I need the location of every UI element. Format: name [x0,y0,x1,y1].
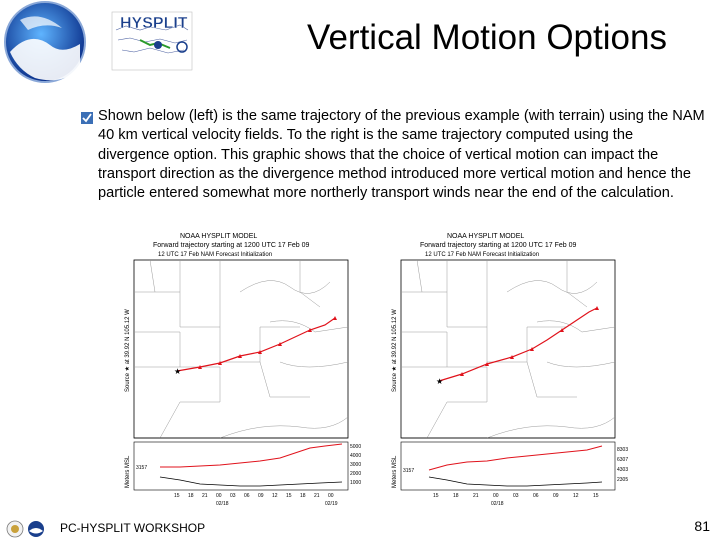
fig-subtitle: 12 UTC 17 Feb NAM Forecast Initializatio… [158,252,272,258]
footer-logos [6,520,52,538]
start-height: 3157 [136,465,147,471]
x-tick: 03 [230,493,236,499]
x-tick: 18 [188,493,194,499]
fig-model-label: NOAA HYSPLIT MODEL [180,233,257,240]
map-frame [133,259,349,439]
x-tick: 00 [216,493,222,499]
time-ticks: 15 18 21 00 03 06 09 12 15 18 21 00 02/1… [174,493,338,507]
trajectory-figure-right: NOAA HYSPLIT MODEL Forward trajectory st… [387,232,653,510]
x-tick: 18 [300,493,306,499]
x-tick: 18 [453,493,459,499]
y-tick: 3000 [350,462,361,468]
start-height: 3157 [403,468,414,474]
trajectory-line [176,317,336,372]
y-tick: 4303 [617,467,628,473]
height-profile [160,443,343,468]
x-tick: 15 [433,493,439,499]
source-star-icon: ★ [436,377,443,386]
date-label: 02/18 [491,501,504,507]
x-tick: 09 [553,493,559,499]
footer-text: PC-HYSPLIT WORKSHOP [60,521,206,535]
height-ylabel: Meters MSL [125,455,131,488]
fig-title: Forward trajectory starting at 1200 UTC … [153,242,310,249]
source-label: Source ★ at 39.92 N 105.12 W [124,309,131,392]
x-tick: 15 [174,493,180,499]
x-tick: 00 [328,493,334,499]
fig-subtitle: 12 UTC 17 Feb NAM Forecast Initializatio… [425,252,539,258]
y-tick: 4000 [350,453,361,459]
height-panel [133,441,349,491]
page-number: 81 [694,518,710,534]
body-paragraph: Shown below (left) is the same trajector… [98,108,705,202]
x-tick: 12 [573,493,579,499]
x-tick: 21 [314,493,320,499]
logo-text: HYSPLIT [120,15,188,32]
y-tick: 6307 [617,457,628,463]
x-tick: 00 [493,493,499,499]
date-label: 02/19 [325,501,338,507]
x-tick: 06 [244,493,250,499]
fig-title: Forward trajectory starting at 1200 UTC … [420,242,577,249]
x-tick: 15 [286,493,292,499]
page-title: Vertical Motion Options [307,18,667,57]
map-frame [400,259,616,439]
time-ticks: 15 18 21 00 03 06 09 12 15 02/18 [433,493,599,507]
map-boundaries [134,259,349,439]
date-label: 02/18 [216,501,229,507]
height-panel [400,441,616,491]
hysplit-logo: HYSPLIT [0,0,205,95]
height-ylabel: Meters MSL [392,455,398,488]
y-tick: 5000 [350,444,361,450]
trajectory-line [438,307,598,382]
x-tick: 03 [513,493,519,499]
y-tick: 2305 [617,477,628,483]
y-tick: 2000 [350,471,361,477]
x-tick: 15 [593,493,599,499]
trajectory-markers [460,306,599,376]
y-tick: 8303 [617,447,628,453]
source-star-icon: ★ [174,367,181,376]
terrain-profile [159,476,343,487]
bullet-icon [80,111,94,125]
terrain-profile [428,476,603,487]
trajectory-markers [198,316,337,369]
x-tick: 06 [533,493,539,499]
height-profile [428,445,603,471]
x-tick: 21 [473,493,479,499]
height-ticks: 8303 6307 4303 2305 [617,447,628,483]
fig-model-label: NOAA HYSPLIT MODEL [447,233,524,240]
map-boundaries [401,259,616,439]
y-tick: 1000 [350,480,361,486]
x-tick: 21 [202,493,208,499]
trajectory-figure-left: NOAA HYSPLIT MODEL Forward trajectory st… [120,232,386,510]
x-tick: 09 [258,493,264,499]
x-tick: 12 [272,493,278,499]
source-label: Source ★ at 39.92 N 105.12 W [391,309,398,392]
height-ticks: 5000 4000 3000 2000 1000 [350,444,361,486]
